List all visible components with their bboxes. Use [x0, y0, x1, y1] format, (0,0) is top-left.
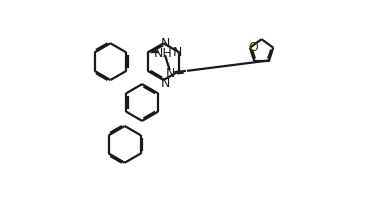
Text: NH: NH — [154, 47, 172, 60]
Text: N: N — [166, 67, 175, 80]
Text: N: N — [161, 37, 170, 49]
Text: O: O — [248, 41, 259, 54]
Text: N: N — [173, 46, 182, 59]
Text: N: N — [161, 76, 170, 89]
